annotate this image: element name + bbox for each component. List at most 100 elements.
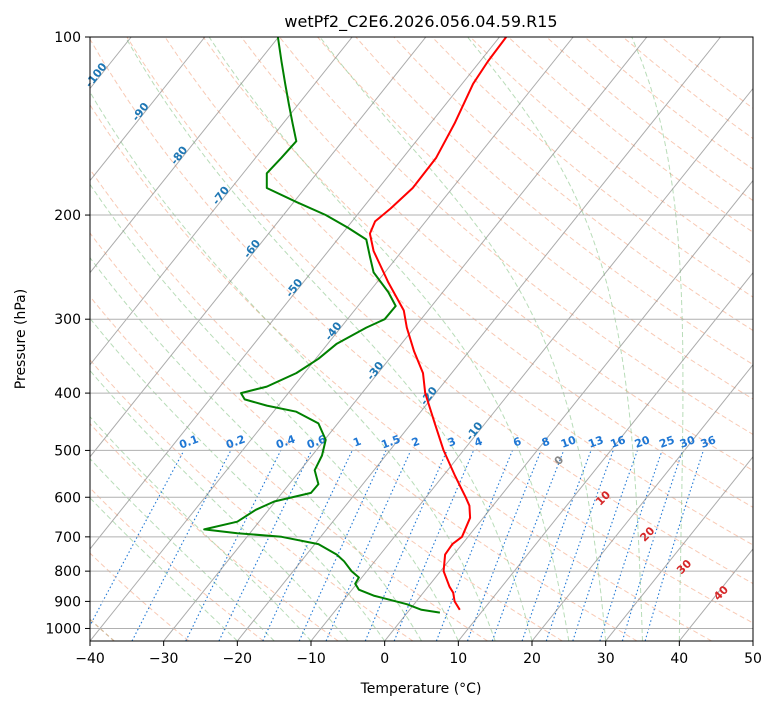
mixing-ratio-line [262,450,353,641]
moist-adiabat [90,458,275,641]
dry-adiabat [508,37,753,233]
mixing-ratio-label: 16 [609,433,628,451]
isotherm-line [90,37,427,458]
mixing-ratio-label: 0.2 [224,433,247,452]
isotherm-line [310,87,753,641]
mixing-ratio-label: 13 [586,433,605,450]
x-tick-label: −10 [296,651,326,667]
y-tick-label: 300 [54,312,81,328]
y-tick-label: 900 [54,594,81,610]
mixing-ratio-label: 25 [657,433,676,450]
mixing-ratio-label: 0.6 [305,433,328,452]
isotherm-line [90,37,279,274]
y-axis: 100 200 300 400 500 600 700 800 900 1000 [45,30,90,638]
mixing-ratio-line [644,450,704,641]
x-tick-label: 30 [597,651,615,667]
x-axis: −40 −30 −20 −10 0 10 20 30 40 50 [75,641,762,667]
theta-label: 20 [637,524,657,544]
pressure-gridlines [90,37,753,629]
chart-title: wetPf2_C2E6.2026.056.04.59.R15 [284,12,557,32]
isotherm-line [678,548,753,641]
dry-adiabat [90,295,488,641]
temperature-profile [368,37,507,611]
y-tick-label: 400 [54,386,81,402]
mixing-ratio-line [185,450,282,641]
isotherm-line [236,37,721,641]
mixing-ratio-line [298,450,387,641]
mixing-ratio-label: 1 [351,435,363,450]
mixing-ratio-line [521,450,592,641]
x-axis-label: Temperature (°C) [360,681,482,697]
dry-adiabat [393,37,753,332]
theta-label: 10 [593,488,613,508]
mixing-ratio-line [90,450,185,627]
isotherm-line [531,363,753,641]
moist-adiabat [90,91,496,641]
y-tick-label: 600 [54,490,81,506]
mixing-ratio-label: 2 [410,435,422,450]
mixing-ratio-label: 30 [678,433,697,451]
dry-adiabat [90,38,753,624]
isotherm-line [163,37,648,641]
y-tick-label: 500 [54,443,81,459]
y-tick-label: 700 [54,530,81,546]
x-tick-label: 50 [744,651,762,667]
x-tick-label: −20 [223,651,253,667]
mixing-ratio-label: 0.4 [274,433,297,452]
moist-adiabat [319,37,607,641]
mixing-ratio-label: 1.5 [379,433,402,452]
dry-adiabat [317,37,753,400]
y-axis-label: Pressure (hPa) [13,289,29,389]
mixing-ratio-label: 10 [559,433,578,451]
theta-label: 40 [711,583,731,603]
moist-adiabat [90,256,422,641]
mixing-ratio-label: 0.1 [177,433,200,452]
isotherm-label: -60 [241,237,264,261]
moist-adiabat [208,37,570,641]
x-tick-label: 10 [449,651,467,667]
mixing-ratio-line [131,450,232,641]
plot-frame [89,36,754,642]
dry-adiabat [431,37,753,298]
isotherm-label: -90 [129,100,152,124]
mixing-ratio-line [621,450,684,641]
mixing-ratio-line [491,450,565,641]
isotherm-line [384,179,753,641]
x-tick-label: −40 [75,651,105,667]
y-tick-label: 200 [54,208,81,224]
isotherm-label: -40 [322,319,345,343]
profile-lines [203,37,507,614]
isotherm-label: -100 [83,60,110,90]
background-lines [90,37,753,641]
isotherm-label: -80 [168,143,191,167]
mixing-ratio-label: 36 [699,433,718,451]
isotherm-label: -50 [283,276,306,300]
dry-adiabat [355,37,753,366]
mixing-ratio-labels: 0.1 0.2 0.4 0.6 1 1.5 2 3 4 6 8 10 13 16 20 25 30 36 [177,433,718,452]
mixing-ratio-label: 20 [633,433,652,451]
dry-adiabat [90,422,339,641]
isotherm-line [457,271,753,641]
moist-adiabat [90,183,459,641]
moist-adiabat [90,497,238,641]
isotherm-line [90,37,353,366]
dry-adiabat [90,232,563,641]
isotherm-line [90,37,574,641]
moist-adiabat [467,37,643,641]
dry-adiabat [240,37,753,472]
isotherm-line [90,37,206,182]
mixing-ratio-line [364,450,448,641]
isotherm-line [605,456,753,641]
moist-adiabat [90,369,349,641]
dry-adiabat [90,487,264,641]
mixing-ratio-line [435,450,514,641]
mixing-ratio-label: 3 [446,435,458,450]
mixing-ratio-line [218,450,313,641]
mixing-ratio-line [545,450,614,641]
dry-adiabat [279,37,753,436]
mixing-ratio-label: 6 [511,435,523,450]
mixing-ratio-line [466,450,542,641]
dry-adiabat [546,37,753,202]
y-tick-label: 800 [54,564,81,580]
